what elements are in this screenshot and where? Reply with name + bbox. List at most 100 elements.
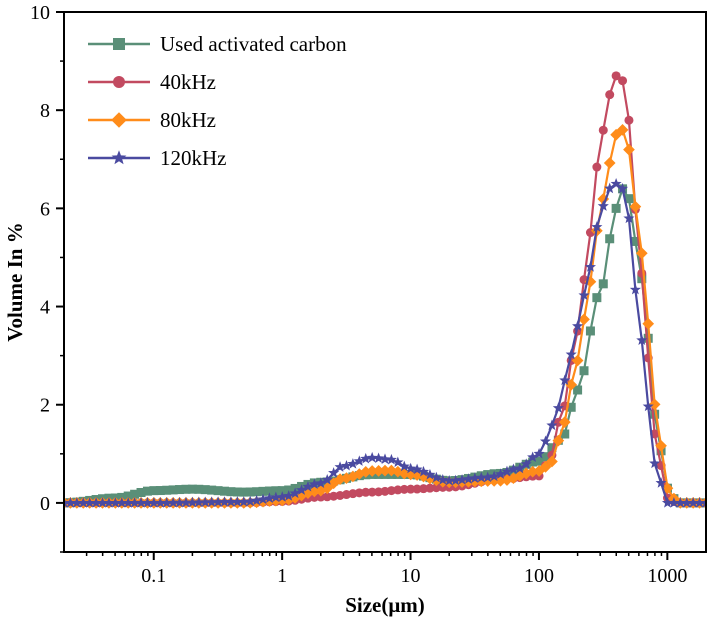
data-point-star (315, 477, 327, 489)
data-point-square (630, 236, 640, 246)
data-point-star (103, 497, 115, 508)
data-point-square (181, 484, 191, 494)
y-tick-label: 8 (40, 100, 50, 122)
data-point-star (649, 457, 661, 469)
data-point-star (373, 452, 385, 464)
data-point-square (123, 491, 133, 501)
data-point-star (360, 452, 372, 464)
data-point-square (175, 485, 185, 495)
data-point-diamond (623, 143, 635, 156)
data-point-circle (425, 483, 435, 493)
data-point-square (136, 488, 146, 498)
data-point-square (232, 487, 242, 497)
data-point-star (109, 497, 121, 508)
data-point-star (456, 474, 468, 485)
data-point-diamond (578, 313, 590, 326)
data-point-circle (374, 487, 384, 497)
data-point-star (148, 497, 160, 508)
data-point-diamond (552, 434, 565, 447)
data-point-circle (316, 492, 326, 502)
data-point-star (533, 447, 545, 459)
legend-item: Used activated carbon (88, 32, 347, 56)
data-point-star (514, 462, 526, 474)
data-point-star (122, 497, 134, 508)
data-point-diamond (379, 464, 391, 477)
data-point-square (200, 485, 210, 495)
data-point-square (528, 457, 538, 467)
data-point-star (270, 491, 282, 503)
data-point-circle (598, 125, 608, 135)
data-point-star (462, 473, 475, 484)
data-point-star (578, 289, 590, 301)
data-point-circle (399, 484, 409, 494)
legend-label: 40kHz (160, 70, 216, 94)
plot-frame (63, 11, 707, 553)
data-point-diamond (533, 465, 545, 477)
data-point-circle (611, 71, 621, 81)
data-point-square (194, 484, 204, 494)
data-point-star (674, 497, 686, 508)
data-point-star (71, 497, 83, 508)
data-point-diamond (276, 494, 289, 507)
data-point-star (661, 497, 674, 508)
data-point-star (141, 497, 154, 508)
data-point-square (271, 486, 281, 496)
data-point-star (450, 474, 462, 486)
data-point-square (187, 484, 197, 494)
data-point-star (437, 474, 449, 485)
data-point-star (64, 497, 76, 508)
data-point-diamond (359, 466, 372, 478)
data-point-diamond (314, 484, 327, 497)
data-point-diamond (648, 398, 661, 411)
data-point-star (616, 182, 629, 194)
data-point-star (507, 463, 519, 475)
data-point-diamond (372, 465, 385, 477)
data-point-square (605, 234, 615, 244)
data-point-star (129, 497, 141, 508)
data-point-square (252, 487, 262, 497)
data-point-star (238, 496, 250, 507)
data-point-square (579, 366, 589, 376)
data-point-star (584, 261, 596, 272)
y-tick-label: 2 (40, 395, 50, 417)
data-point-square (168, 485, 178, 495)
series-line (64, 74, 706, 505)
ticks-layer (56, 11, 669, 560)
data-point-star (700, 497, 706, 508)
x-axis-title: Size(μm) (345, 593, 425, 617)
data-point-square (547, 443, 557, 453)
data-point-star (379, 453, 391, 465)
data-point-diamond (488, 475, 500, 487)
data-point-diamond (571, 354, 584, 367)
data-point-diamond (366, 465, 379, 477)
data-point-star (385, 453, 397, 465)
data-point-star (591, 221, 603, 232)
data-point-circle (624, 115, 634, 125)
data-point-square (643, 333, 653, 343)
data-point-square (650, 409, 660, 419)
data-point-star (167, 496, 179, 508)
data-point-diamond (111, 112, 127, 128)
legend-label: Used activated carbon (160, 32, 347, 56)
data-point-square (541, 452, 550, 462)
data-point-circle (592, 162, 602, 172)
data-point-star (199, 496, 211, 508)
data-point-square (113, 38, 125, 50)
data-point-star (111, 150, 127, 165)
data-point-star (520, 458, 532, 469)
data-point-star (225, 496, 237, 507)
x-tick-label: 0.1 (141, 565, 166, 587)
data-point-star (694, 497, 706, 508)
data-point-square (277, 486, 287, 496)
data-point-star (276, 491, 288, 502)
data-point-square (592, 293, 602, 303)
data-point-square (573, 385, 583, 395)
data-point-square (258, 486, 268, 496)
legend-item: 40kHz (88, 70, 216, 94)
data-point-diamond (282, 493, 295, 506)
data-point-square (142, 486, 152, 496)
data-point-star (565, 348, 577, 360)
data-point-circle (393, 485, 403, 495)
data-point-star (84, 497, 96, 508)
data-point-star (283, 490, 295, 501)
